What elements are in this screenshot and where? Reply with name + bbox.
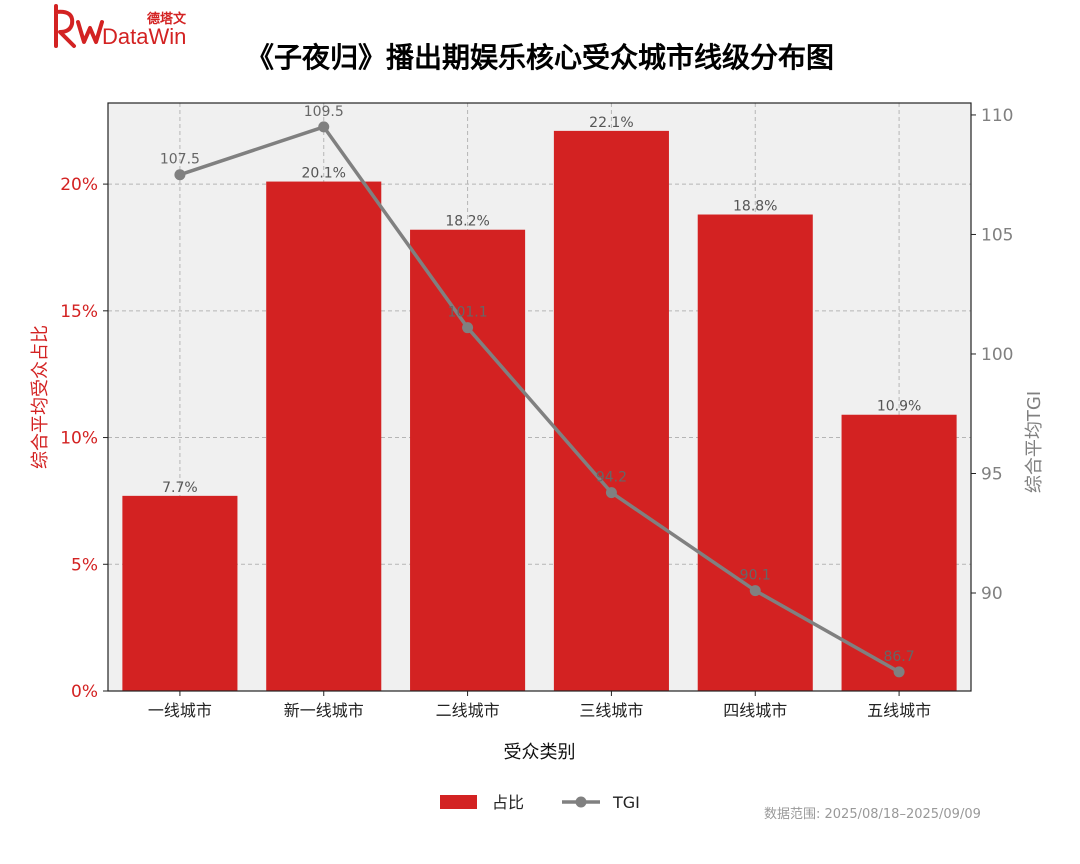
- right-tick-label: 95: [981, 464, 1003, 484]
- axes: 0% 5% 10% 15% 20% 90 95 100 105 110 一线城市 新一线城市 二线城市 三…: [30, 106, 1045, 763]
- plot-frame: [107, 102, 972, 692]
- right-tick-label: 105: [981, 225, 1013, 245]
- tgi-value-label: 94.2: [596, 470, 627, 486]
- bar: [697, 214, 813, 691]
- tgi-value-label: 101.1: [448, 305, 488, 321]
- x-tick-label: 一线城市: [148, 701, 212, 720]
- bar-value-label: 20.1%: [302, 166, 346, 182]
- bar-value-label: 7.7%: [162, 480, 198, 496]
- tgi-value-label: 90.1: [740, 568, 771, 584]
- chart-title: 《子夜归》播出期娱乐核心受众城市线级分布图: [245, 41, 834, 74]
- x-tick-label: 五线城市: [867, 701, 931, 720]
- tgi-value-label: 86.7: [883, 649, 914, 665]
- right-tick-label: 100: [981, 345, 1013, 365]
- date-range-note: 数据范围: 2025/08/18–2025/09/09: [764, 807, 981, 822]
- left-tick-label: 15%: [60, 302, 98, 322]
- line-series: 107.5 109.5 101.1 94.2 90.1 86.7: [160, 104, 915, 678]
- bar-value-label: 10.9%: [877, 399, 921, 415]
- left-tick-label: 10%: [60, 429, 98, 449]
- legend-swatch-marker: [575, 796, 587, 808]
- tgi-point: [174, 169, 186, 181]
- tgi-point: [462, 322, 474, 334]
- left-tick-label: 0%: [71, 682, 98, 702]
- legend-label-line: TGI: [612, 793, 640, 812]
- bar: [266, 181, 382, 691]
- x-tick-label: 新一线城市: [284, 701, 364, 720]
- tgi-line: [179, 125, 900, 674]
- x-tick-label: 二线城市: [436, 701, 500, 720]
- tgi-point: [605, 487, 617, 499]
- datawin-logo: 德塔文 DataWin: [52, 2, 192, 54]
- right-tick-label: 90: [981, 584, 1003, 604]
- right-tick-label: 110: [981, 106, 1013, 126]
- datawin-logo-mark: [54, 4, 104, 48]
- legend-swatch-bar: [440, 795, 477, 809]
- legend: 占比 TGI: [440, 793, 640, 812]
- bar-value-label: 18.2%: [445, 214, 489, 230]
- logo-cn: 德塔文: [147, 12, 187, 27]
- bar: [122, 495, 238, 691]
- bar-series: 7.7% 20.1% 18.2% 22.1% 18.8% 10.9%: [122, 115, 957, 692]
- tgi-value-label: 107.5: [160, 152, 200, 168]
- tgi-point: [893, 666, 905, 678]
- bar-value-label: 18.8%: [733, 199, 777, 215]
- bar: [553, 130, 669, 692]
- right-axis-title: 综合平均TGI: [1024, 391, 1045, 493]
- left-tick-label: 20%: [60, 175, 98, 195]
- bar: [410, 229, 526, 692]
- x-tick-label: 四线城市: [723, 701, 787, 720]
- tgi-point: [318, 121, 330, 133]
- left-axis-title: 综合平均受众占比: [30, 325, 51, 469]
- bar-value-label: 22.1%: [589, 115, 633, 131]
- x-tick-label: 三线城市: [579, 701, 643, 720]
- bar: [841, 414, 957, 691]
- legend-label-bar: 占比: [492, 793, 524, 812]
- left-tick-label: 5%: [71, 555, 98, 575]
- plot-area: [108, 103, 971, 691]
- tgi-value-label: 109.5: [304, 104, 344, 120]
- x-axis-title: 受众类别: [504, 742, 576, 763]
- logo-brand: DataWin: [102, 24, 187, 49]
- tgi-point: [749, 585, 761, 597]
